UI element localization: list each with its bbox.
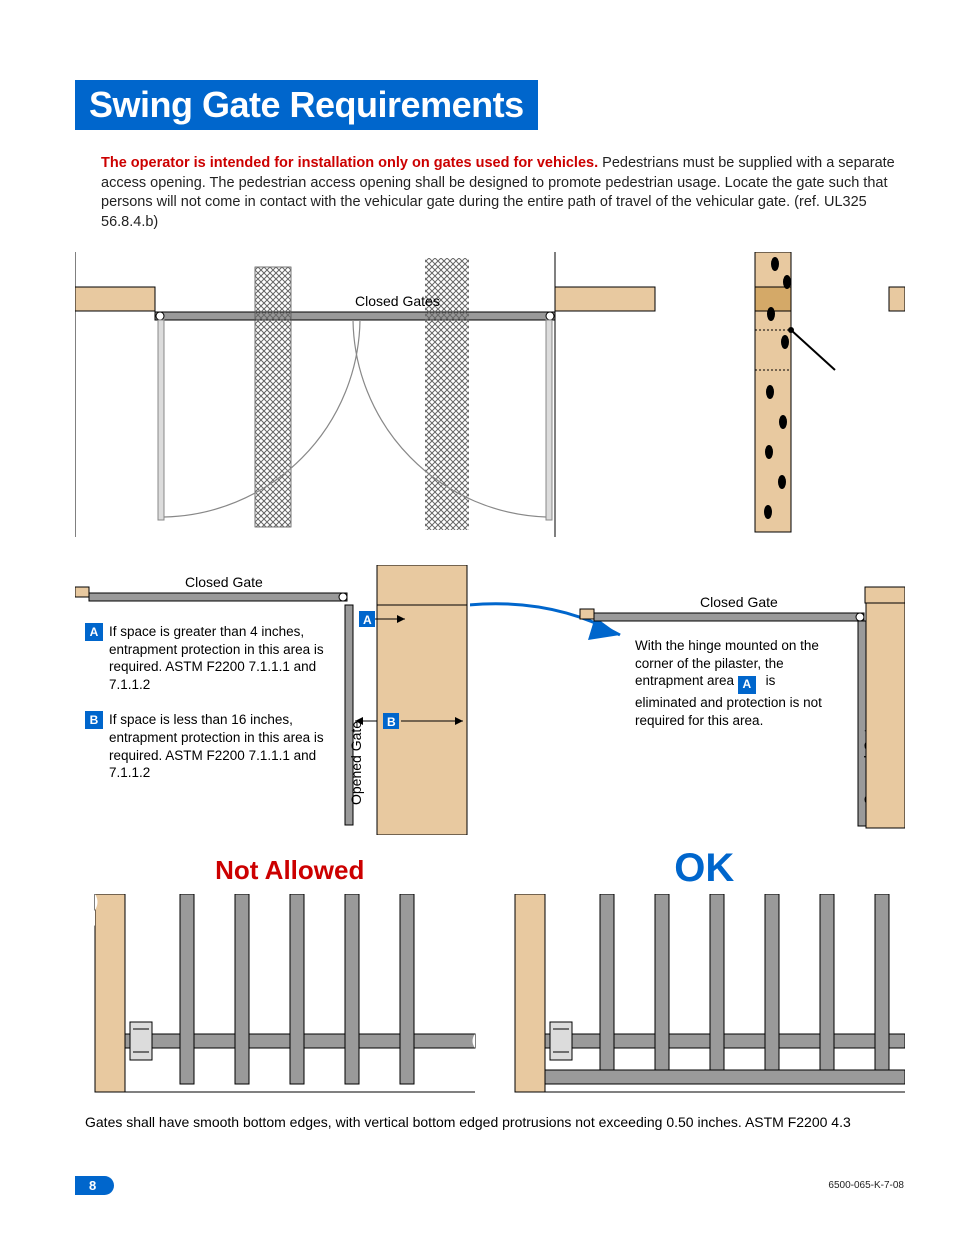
badge-b: B: [85, 711, 103, 729]
bottom-note: Gates shall have smooth bottom edges, wi…: [75, 1114, 904, 1130]
badge-a-inline: A: [738, 676, 756, 694]
closed-gates-label: Closed Gates: [355, 293, 440, 309]
doc-version: 6500-065-K-7-08: [828, 1180, 904, 1191]
svg-text:Opened Gate: Opened Gate: [348, 721, 364, 805]
diagram-bottom-edges: [75, 894, 905, 1094]
page-title: Swing Gate Requirements: [75, 80, 538, 130]
page-number: 8: [75, 1176, 114, 1195]
page-footer: 8 6500-065-K-7-08: [75, 1176, 904, 1195]
badge-a: A: [85, 623, 103, 641]
not-allowed-label: Not Allowed: [75, 855, 504, 886]
diagram-closed-gates: Closed Gates: [75, 252, 905, 537]
annot-b-text: If space is less than 16 inches, entrapm…: [109, 711, 339, 781]
annot-a-text: If space is greater than 4 inches, entra…: [109, 623, 339, 693]
svg-text:A: A: [363, 613, 372, 627]
ok-label: OK: [504, 855, 904, 886]
annot-right: With the hinge mounted on the corner of …: [635, 637, 835, 729]
annotation-b: B If space is less than 16 inches, entra…: [75, 711, 339, 781]
intro-paragraph: The operator is intended for installatio…: [101, 154, 904, 232]
bottom-label-row: Not Allowed OK: [75, 855, 904, 886]
right-text-1: With the hinge mounted on the corner of …: [635, 638, 819, 688]
svg-text:B: B: [387, 715, 396, 729]
svg-text:Closed Gate: Closed Gate: [700, 594, 778, 610]
diagram-entrapment: Closed Gate Opened Gate A B A If space i…: [75, 565, 904, 835]
intro-warning: The operator is intended for installatio…: [101, 155, 598, 171]
svg-text:Closed Gate: Closed Gate: [185, 574, 263, 590]
annotation-a: A If space is greater than 4 inches, ent…: [75, 623, 339, 693]
